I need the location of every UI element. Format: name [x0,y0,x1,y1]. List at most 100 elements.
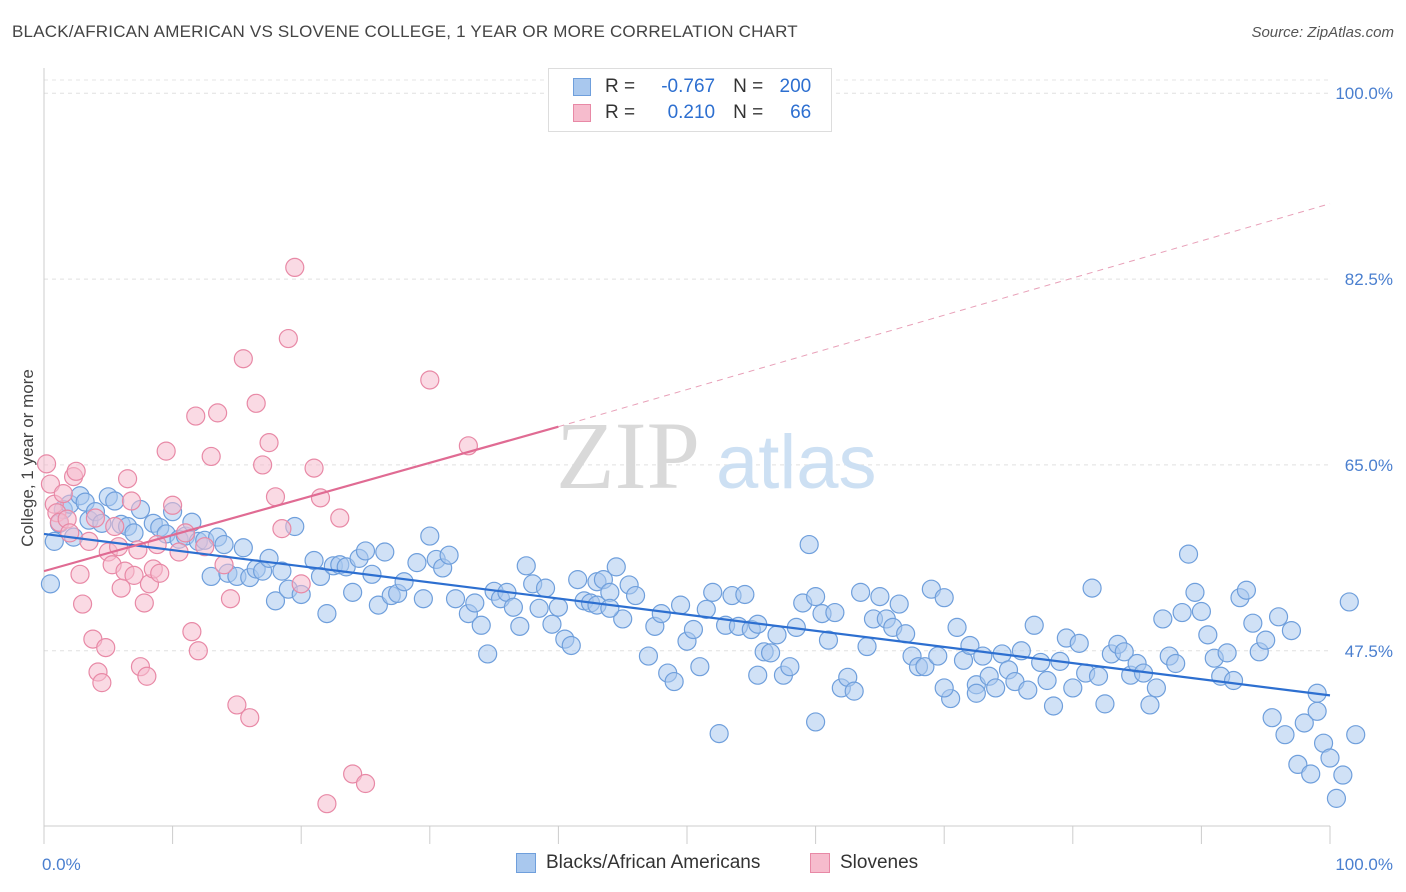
data-point [117,469,138,489]
data-point [760,643,781,663]
data-point [317,794,337,814]
data-point [60,523,80,543]
legend-swatch-pink [810,853,830,873]
data-point [670,595,691,615]
data-point [465,593,485,613]
data-point [683,619,704,640]
data-point [535,578,556,598]
data-point [1063,678,1083,698]
data-point [278,328,298,349]
data-point [285,257,305,278]
data-point [330,508,350,528]
data-point [1191,601,1212,622]
data-point [375,542,395,562]
data-point [1333,765,1353,785]
data-point [407,553,427,573]
data-point [1069,633,1089,653]
data-point [36,454,57,474]
data-point [85,508,106,528]
legend-swatch-pink [573,104,591,122]
data-point [182,622,202,642]
data-point [690,657,710,677]
watermark-zip: ZIP [556,402,700,509]
data-point [40,474,61,494]
data-point [1095,694,1115,714]
data-point [272,561,292,581]
data-point [503,597,523,617]
data-point [195,537,215,557]
data-point [188,641,208,661]
data-point [439,545,459,565]
data-point [561,635,581,656]
data-point [227,695,247,715]
data-point [606,557,626,577]
data-point [343,764,363,784]
data-point [355,773,376,794]
data-point [355,541,376,561]
data-point [851,582,871,602]
data-point [291,574,311,594]
data-point [638,646,659,666]
data-point [1262,708,1282,728]
data-point [1346,725,1366,745]
data-point [947,617,967,638]
data-point [92,673,112,693]
data-point [1088,666,1109,686]
data-point [915,657,935,677]
data-point [310,566,331,587]
data-point [973,646,993,666]
data-point [413,589,433,609]
data-point [420,370,440,390]
data-point [1018,680,1038,700]
axes [43,68,1331,844]
data-point [1140,695,1160,715]
data-point [548,597,569,617]
data-point [625,585,646,606]
data-point [1281,620,1302,641]
data-point [220,589,241,609]
data-point [664,671,684,692]
data-point [121,491,142,511]
chart-title: BLACK/AFRICAN AMERICAN VS SLOVENE COLLEG… [12,22,798,41]
watermark: ZIP atlas [556,402,877,509]
data-point [53,484,73,504]
data-point [600,598,620,618]
series-layer [36,257,1366,814]
trend-layer [43,203,1331,697]
data-point [1294,713,1314,733]
legend-label-blacks: Blacks/African Americans [546,852,761,873]
data-point [928,646,948,666]
data-point [246,393,266,413]
source-label: Source: ZipAtlas.com [1251,24,1394,41]
data-point [233,538,253,558]
data-point [40,574,61,594]
data-point [748,665,768,685]
tick-labels: 47.5% 65.0% 82.5% 100.0% 0.0% 100.0% [42,84,1393,874]
data-point [1320,748,1340,768]
data-point [1166,653,1186,674]
legend-item-slovenes: Slovenes [810,852,918,874]
data-point [368,595,388,615]
data-point [1185,582,1205,602]
data-point [66,461,86,481]
data-point [1198,625,1218,645]
data-point [1024,615,1044,635]
data-point [471,615,491,635]
data-point [124,523,144,543]
data-point [105,516,125,537]
data-point [1288,754,1308,775]
data-point [72,594,93,614]
data-point [889,594,909,614]
data-point [124,565,144,585]
data-point [240,708,260,728]
data-point [1146,678,1166,698]
legend-item-blacks: Blacks/African Americans [516,852,760,874]
data-point [844,681,864,701]
data-point [696,599,716,619]
data-point [96,637,116,658]
data-point [529,598,549,618]
data-point [1223,670,1244,691]
data-point [105,491,125,511]
legend-r-value: 0.210 [667,102,716,123]
